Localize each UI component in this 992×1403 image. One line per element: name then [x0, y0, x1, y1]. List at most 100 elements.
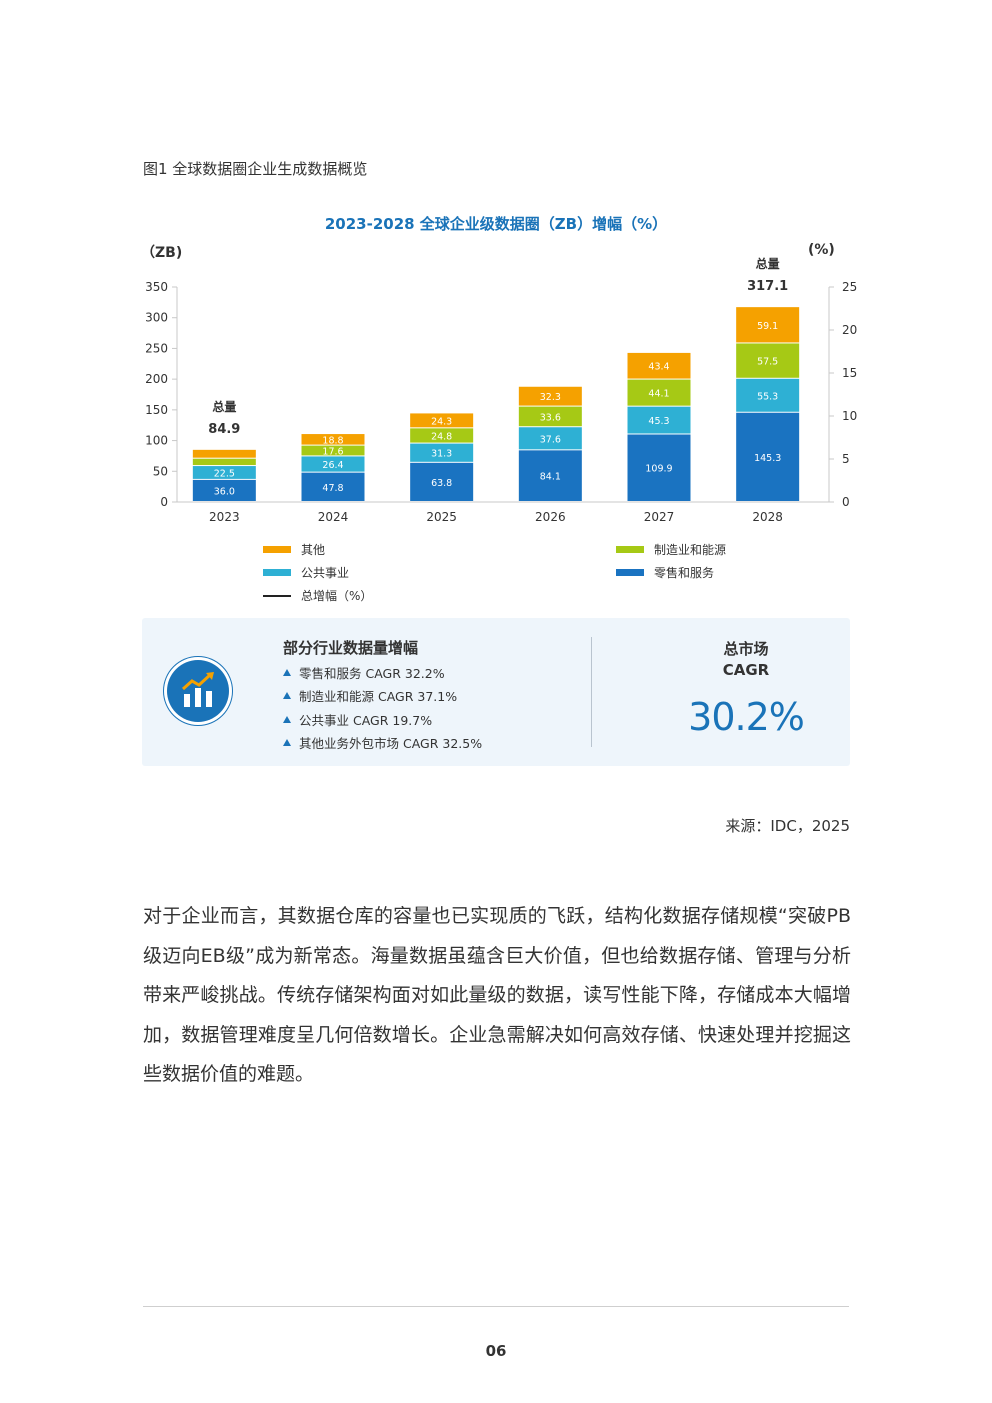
bar-segment: [627, 434, 691, 501]
bar-segment: [627, 406, 691, 434]
legend-line-total-growth: [263, 594, 291, 597]
growth-chart-icon: [167, 660, 229, 722]
legend-label-retail: 零售和服务: [654, 566, 715, 580]
bar-value-label: 63.8: [431, 478, 452, 489]
industry-growth-panel: [142, 618, 850, 766]
bar-value-label: 44.1: [648, 389, 669, 400]
bar-value-label: 47.8: [322, 483, 343, 494]
bar-segment: [518, 406, 582, 427]
x-tick-label: 2028: [752, 510, 783, 524]
chart-title: 2023-2028 全球企业级数据圈（ZB）增幅（%）: [324, 215, 668, 233]
bar-value-label: 55.3: [757, 391, 778, 402]
triangle-up-icon: [283, 716, 291, 723]
x-tick-label: 2023: [209, 510, 240, 524]
y-tick-label: 250: [145, 341, 168, 355]
bar-segment: [518, 427, 582, 450]
bar-value-label: 32.3: [540, 392, 561, 403]
legend-item-utilities: 公共事业: [263, 564, 349, 581]
info-item-manufacturing: 制造业和能源 CAGR 37.1%: [283, 686, 457, 705]
y2-tick-label: 10: [842, 409, 857, 423]
legend-label-manufacturing: 制造业和能源: [654, 543, 727, 557]
bar-value-label: 22.5: [214, 468, 235, 479]
y-tick-label: 200: [145, 372, 168, 386]
bar-value-label: 57.5: [757, 357, 778, 368]
bar-segment: [627, 379, 691, 406]
bar-segment: [301, 472, 365, 501]
legend-swatch-retail: [616, 569, 644, 576]
bar-segment: [301, 434, 365, 445]
bar-segment: [410, 443, 474, 462]
industry-growth-heading: 部分行业数据量增幅: [283, 639, 419, 657]
legend-swatch-utilities: [263, 569, 291, 576]
total-annotation-label: 总量: [756, 256, 780, 271]
footer-divider: [143, 1306, 849, 1307]
legend-label-other: 其他: [301, 543, 326, 557]
legend-swatch-other: [263, 546, 291, 553]
bar-segment: [410, 413, 474, 428]
x-tick-label: 2026: [535, 510, 566, 524]
x-tick-label: 2027: [644, 510, 675, 524]
bar-value-label: 45.3: [648, 416, 669, 427]
legend-item-other: 其他: [263, 541, 325, 558]
bar-segment: [736, 378, 800, 412]
market-cagr-value: 30.2%: [688, 695, 805, 739]
bar-value-label: 37.6: [540, 434, 561, 445]
info-item-other: 其他业务外包市场 CAGR 32.5%: [283, 733, 482, 752]
legend-item-total-growth: 总增幅（%）: [263, 587, 372, 604]
y-tick-label: 350: [145, 280, 168, 294]
body-paragraph: 对于企业而言，其数据仓库的容量也已实现质的飞跃，结构化数据存储规模“突破PB级迈…: [143, 905, 851, 1085]
bar-value-label: 24.3: [431, 416, 452, 427]
y-tick-label: 100: [145, 434, 168, 448]
bar-segment: [192, 479, 256, 501]
bar-segment: [410, 462, 474, 501]
bar-segment: [410, 428, 474, 443]
bar-segment: [301, 456, 365, 472]
y2-tick-label: 0: [842, 495, 850, 509]
y-axis-unit-right: (%): [808, 242, 835, 258]
panel-divider: [591, 637, 592, 747]
market-cagr-label: 总市场 CAGR: [722, 640, 770, 679]
page-number: 06: [485, 1342, 507, 1360]
bar-segment: [627, 352, 691, 379]
triangle-up-icon: [283, 692, 291, 699]
y2-tick-label: 25: [842, 280, 857, 294]
total-annotation-label: 总量: [212, 399, 236, 414]
y-tick-label: 0: [160, 495, 168, 509]
bar-segment: [301, 445, 365, 456]
bar-segment: [736, 307, 800, 343]
bar-segment: [518, 450, 582, 501]
bar-segment: [736, 412, 800, 501]
source-note: 来源：IDC，2025: [725, 817, 850, 835]
bar-segment: [192, 449, 256, 458]
y-tick-label: 150: [145, 403, 168, 417]
legend-label-utilities: 公共事业: [301, 566, 350, 580]
y-tick-label: 50: [153, 464, 168, 478]
bar-value-label: 109.9: [645, 464, 672, 475]
total-annotation-value: 317.1: [747, 279, 788, 294]
info-item-retail: 零售和服务 CAGR 32.2%: [283, 663, 445, 682]
stacked-bar-chart: 050100150200250300350051015202536.022.52…: [145, 256, 857, 524]
bar-value-label: 36.0: [214, 486, 235, 497]
y-tick-label: 300: [145, 311, 168, 325]
legend-item-manufacturing: 制造业和能源: [616, 541, 726, 558]
bar-value-label: 26.4: [322, 460, 343, 471]
triangle-up-icon: [283, 739, 291, 746]
info-item-utilities: 公共事业 CAGR 19.7%: [283, 710, 432, 729]
legend-item-retail: 零售和服务: [616, 564, 714, 581]
bar-segment: [192, 458, 256, 466]
triangle-up-icon: [283, 669, 291, 676]
bar-segment: [518, 386, 582, 406]
bar-value-label: 33.6: [540, 412, 561, 423]
bar-value-label: 18.8: [322, 435, 343, 446]
bar-value-label: 17.6: [322, 447, 343, 458]
y-axis-unit-left: （ZB): [141, 245, 183, 261]
bar-value-label: 31.3: [431, 449, 452, 460]
bar-value-label: 43.4: [648, 362, 669, 373]
total-annotation-value: 84.9: [208, 422, 240, 437]
bar-segment: [736, 343, 800, 378]
bar-value-label: 145.3: [754, 453, 781, 464]
y2-tick-label: 20: [842, 323, 857, 337]
bar-value-label: 24.8: [431, 431, 452, 442]
legend-swatch-manufacturing: [616, 546, 644, 553]
bar-segment: [192, 466, 256, 479]
